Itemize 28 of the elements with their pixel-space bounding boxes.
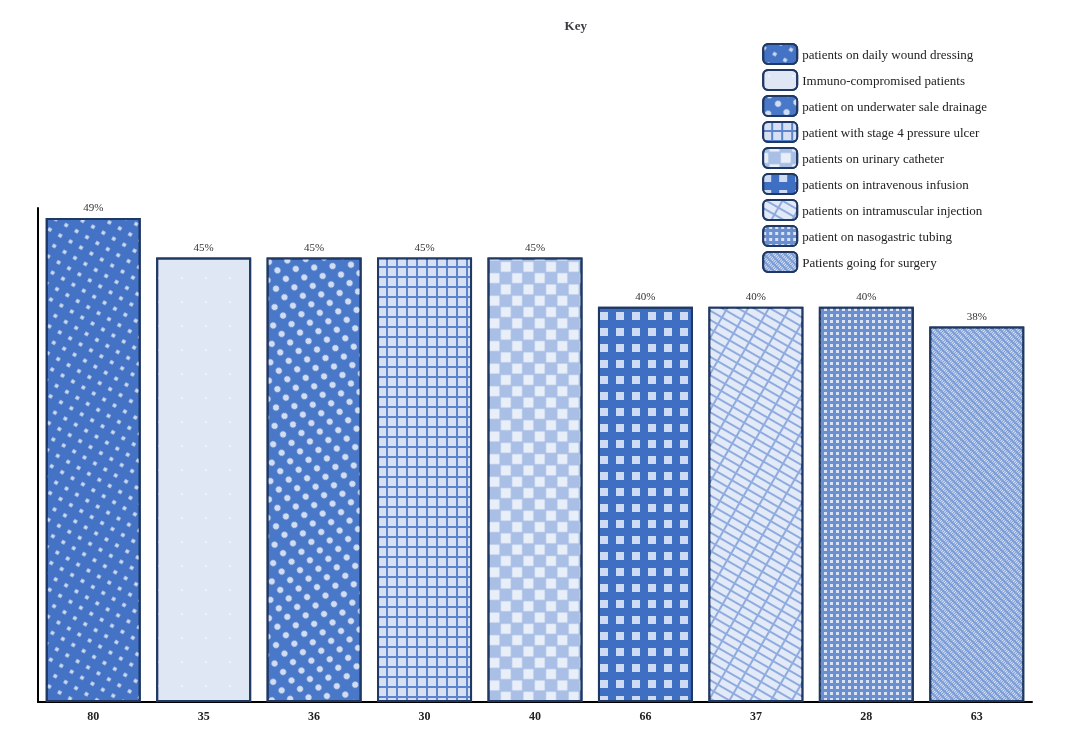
legend-label: Patients going for surgery [802,254,938,270]
data-label: 45% [304,240,325,253]
legend-label: patients on intramuscular injection [802,202,983,218]
x-tick-label: 66 [639,709,652,723]
legend-label: patients on intravenous infusion [802,176,970,192]
data-label: 40% [856,290,877,303]
x-tick-label: 37 [749,709,762,723]
data-label: 45% [193,240,214,253]
x-tick-label: 28 [860,709,873,723]
x-tick-label: 30 [418,709,431,723]
legend-label: patient on underwater sale drainage [802,98,988,114]
data-label: 40% [745,290,766,303]
legend-label: patients on daily wound dressing [802,46,974,62]
legend-title: Key [564,18,588,33]
data-label: 45% [524,240,546,253]
data-label: 38% [966,310,987,323]
x-tick-label: 63 [970,709,983,723]
x-tick-label: 36 [308,709,321,723]
legend-label: patients on urinary catheter [802,150,945,166]
legend-label: patient on nasogastric tubing [802,228,953,244]
x-tick-label: 35 [197,709,210,723]
legend-label: patient with stage 4 pressure ulcer [802,124,981,140]
data-label: 49% [83,201,104,214]
x-tick-label: 80 [87,709,100,723]
legend-label: Immuno-compromised patients [802,72,966,88]
data-label: 40% [635,290,656,303]
x-tick-label: 40 [529,709,541,723]
data-label: 45% [414,240,435,253]
